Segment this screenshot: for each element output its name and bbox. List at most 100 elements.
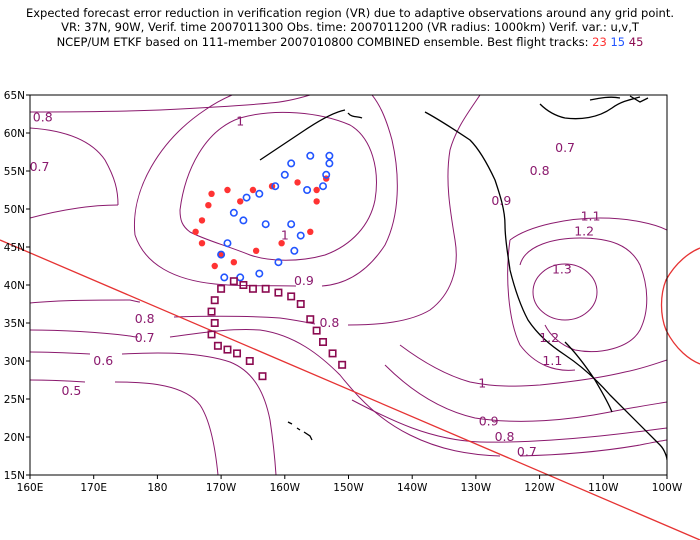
track-15-circle — [223, 239, 232, 248]
track-15-circle — [325, 151, 334, 160]
track-45-square — [248, 284, 257, 293]
contour-0.8-east — [351, 399, 667, 443]
y-tick-label: 60N — [4, 128, 25, 140]
y-tick-label: 25N — [4, 394, 25, 406]
x-tick-label: 100W — [652, 482, 683, 494]
track-15-circle — [287, 220, 296, 229]
track-45-label: 45 — [628, 35, 644, 49]
track-15-markers — [217, 151, 334, 282]
y-tick-label: 55N — [4, 166, 25, 178]
track-15-circle — [242, 193, 251, 202]
track-45-square — [338, 360, 347, 369]
contour-label: 0.8 — [319, 315, 339, 330]
x-axis: 160E 170E 180 170W 160W 150W 140W 130W 120W 110W 1… — [17, 475, 683, 494]
title-line-3: NCEP/UM ETKF based on 111-member 2007010… — [0, 35, 700, 49]
track-23-dot — [211, 262, 218, 270]
y-tick-label: 35N — [4, 318, 25, 330]
y-tick-label: 30N — [4, 356, 25, 368]
contour-label: 0.7 — [30, 159, 50, 174]
contour-label: 0.6 — [93, 353, 113, 368]
x-tick-label: 160E — [17, 482, 44, 494]
x-tick-label: 180 — [147, 482, 167, 494]
track-23-dot — [192, 228, 199, 235]
baja-coast — [564, 341, 613, 413]
contour-0.8-wave — [30, 299, 141, 304]
track-15-circle — [274, 258, 283, 267]
track-23-dot — [217, 251, 225, 258]
contour-0.6 — [30, 351, 91, 355]
contour-1.2-east — [519, 237, 648, 353]
track-45-square — [223, 345, 232, 354]
hawaii-islands — [287, 421, 313, 441]
contour-0.9-central — [133, 95, 233, 236]
contour-label: 0.9 — [479, 414, 499, 429]
contour-label: 1 — [281, 227, 289, 242]
x-tick-label: 160W — [270, 482, 301, 494]
track-45-square — [239, 280, 248, 289]
arctic-islands — [589, 95, 649, 103]
contour-label: 0.8 — [530, 163, 550, 178]
contour-0.9-central-b — [134, 234, 297, 287]
contour-label: 0.8 — [495, 429, 515, 444]
contour-0.5-b — [114, 381, 219, 475]
track-23-dot — [208, 190, 215, 197]
contour-0.9-east — [384, 364, 667, 422]
track-23-dot — [249, 186, 257, 194]
track-15-circle — [255, 189, 264, 198]
track-15-circle — [271, 182, 280, 191]
track-15-circle — [236, 273, 245, 282]
north-america-coast — [424, 96, 667, 461]
contour-0.8-north — [30, 95, 311, 113]
track-15-circle — [287, 159, 296, 168]
track-15-circle — [296, 231, 305, 240]
track-45-square — [217, 284, 226, 293]
map-header: Expected forecast error reduction in ver… — [0, 0, 700, 70]
track-45-square — [210, 296, 219, 305]
track-45-square — [258, 372, 267, 381]
track-15-circle — [239, 216, 248, 225]
track-23-dot — [252, 247, 260, 254]
contour-0.6-b — [121, 352, 277, 475]
contour-0.7-north — [30, 127, 119, 206]
track-45-square — [207, 330, 216, 339]
x-tick-label: 170W — [206, 482, 237, 494]
track-23-dot — [294, 179, 301, 186]
contour-label: 0.7 — [517, 444, 537, 459]
contour-label: 0.9 — [294, 273, 314, 288]
contour-label: 1.2 — [574, 224, 594, 239]
coastlines — [259, 95, 667, 461]
verification-region-circle — [660, 247, 700, 365]
contour-1.1-east — [509, 217, 667, 241]
x-tick-label: 110W — [588, 482, 619, 494]
track-23-dot — [205, 202, 212, 209]
x-tick-label: 130W — [461, 482, 492, 494]
track-23-dot — [198, 240, 206, 247]
contour-0.8-wave-c — [347, 95, 481, 326]
track-45-square — [210, 318, 219, 327]
contour-1.3-east — [532, 263, 598, 321]
track-45-square — [328, 349, 337, 358]
contour-0.7-north-west — [30, 204, 119, 219]
y-tick-label: 15N — [4, 470, 25, 482]
contour-labels: 0.80.7110.90.80.70.60.50.80.70.80.91.11.… — [30, 110, 601, 459]
y-axis: 15N 20N 25N 30N 35N 40N 45N 50N 55N 60N 65N — [4, 90, 30, 482]
track-23-dot — [237, 198, 244, 205]
contour-label: 0.7 — [135, 330, 155, 345]
track-15-circle — [220, 273, 229, 282]
contour-label: 0.5 — [61, 383, 81, 398]
track-23-dot — [230, 259, 238, 266]
y-tick-label: 20N — [4, 432, 25, 444]
y-tick-label: 40N — [4, 280, 25, 292]
track-23-label: 23 — [592, 35, 607, 49]
x-tick-label: 150W — [333, 482, 364, 494]
contour-label: 1.2 — [539, 330, 559, 345]
x-tick-label: 170E — [80, 482, 107, 494]
contour-label: 1.1 — [542, 353, 562, 368]
title-line-2: VR: 37N, 90W, Verif. time 2007011300 Obs… — [61, 20, 639, 34]
contour-0.7-wave-c — [519, 439, 667, 457]
track-45-square — [274, 288, 283, 297]
x-tick-label: 140W — [397, 482, 428, 494]
contour-label: 1.1 — [581, 208, 601, 223]
track-45-square — [229, 277, 238, 286]
